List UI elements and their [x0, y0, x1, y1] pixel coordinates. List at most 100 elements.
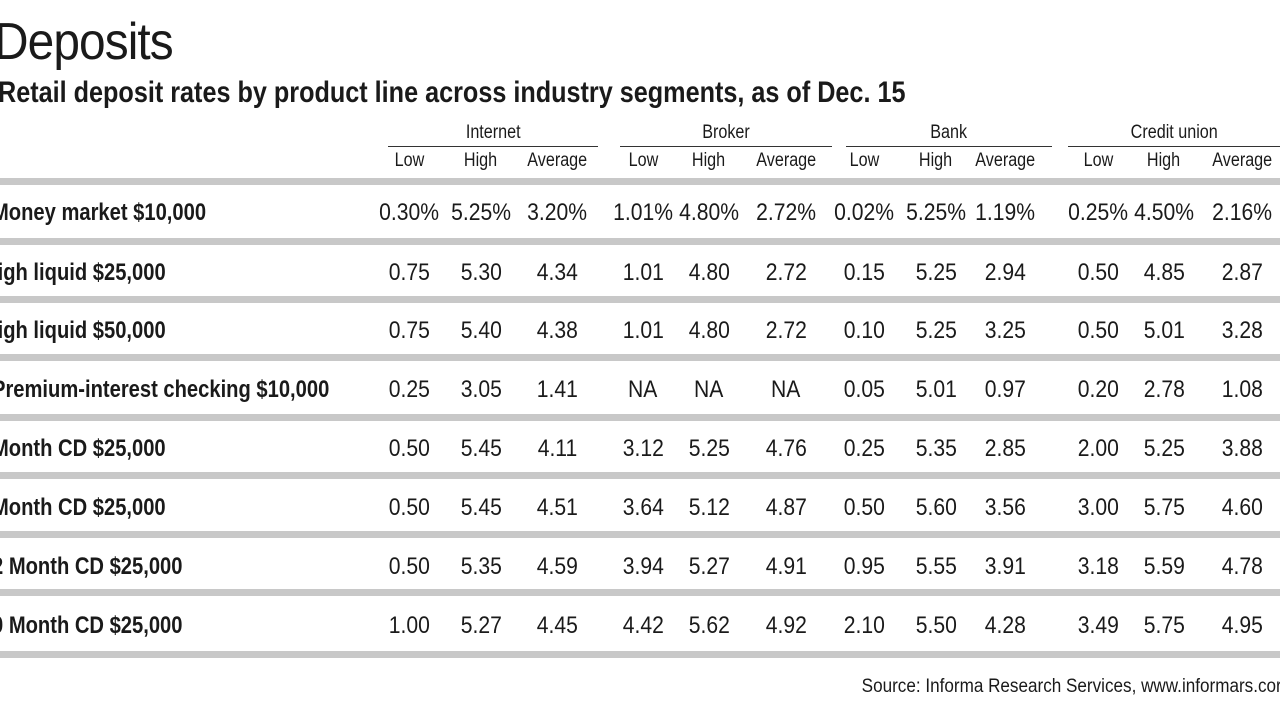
table-cell: 2.85: [984, 435, 1026, 462]
table-cell: 4.51: [536, 494, 578, 521]
table-cell: 0.25: [388, 376, 430, 403]
table-cell: 5.35: [460, 553, 502, 580]
table-cell: 0.15: [843, 259, 885, 286]
table-cell: 4.85: [1143, 259, 1185, 286]
table-cell: 5.45: [460, 435, 502, 462]
table-cell: 4.11: [537, 435, 577, 462]
table-cell: 1.01: [622, 317, 664, 344]
table-cell: 2.00: [1077, 435, 1119, 462]
table-cell: 4.42: [622, 612, 664, 639]
table-cell: 2.72%: [756, 199, 816, 226]
table-cell: 5.01: [1143, 317, 1185, 344]
column-header: Low: [628, 150, 658, 171]
table-cell: 4.80: [688, 317, 730, 344]
table-cell: 0.25: [843, 435, 885, 462]
table-cell: 3.49: [1077, 612, 1119, 639]
table-cell: 5.27: [460, 612, 502, 639]
table-cell: 5.55: [915, 553, 957, 580]
table-cell: 3.64: [622, 494, 664, 521]
table-cell: 2.78: [1143, 376, 1185, 403]
table-cell: NA: [694, 376, 724, 403]
table-cell: 5.25%: [451, 199, 511, 226]
table-cell: 5.75: [1143, 494, 1185, 521]
table-cell: 3.56: [984, 494, 1026, 521]
segment-header: Bank: [846, 120, 1052, 147]
table-cell: 2.87: [1221, 259, 1263, 286]
table-cell: 0.02%: [834, 199, 894, 226]
table-cell: 5.25%: [906, 199, 966, 226]
row-divider: [0, 589, 1280, 596]
table-cell: 2.94: [984, 259, 1026, 286]
table-cell: 4.78: [1221, 553, 1263, 580]
row-divider: [0, 178, 1280, 185]
column-header: High: [692, 150, 726, 171]
table-cell: 3.88: [1221, 435, 1263, 462]
table-cell: NA: [628, 376, 658, 403]
table-cell: 0.50: [388, 494, 430, 521]
row-label: ligh liquid $25,000: [0, 259, 166, 286]
table-cell: 5.75: [1143, 612, 1185, 639]
column-header: Low: [1083, 150, 1113, 171]
row-label: Month CD $25,000: [0, 494, 166, 521]
row-label: Month CD $25,000: [0, 435, 166, 462]
table-cell: 0.10: [843, 317, 885, 344]
chart-subtitle: Retail deposit rates by product line acr…: [0, 76, 906, 109]
column-header: Low: [849, 150, 879, 171]
table-cell: 0.50: [388, 553, 430, 580]
table-cell: 1.08: [1221, 376, 1263, 403]
table-cell: 0.30%: [379, 199, 439, 226]
segment-header: Internet: [388, 120, 598, 147]
table-cell: 4.91: [765, 553, 807, 580]
segment-header: Credit union: [1068, 120, 1280, 147]
table-cell: 5.27: [688, 553, 730, 580]
row-label: ligh liquid $50,000: [0, 317, 166, 344]
row-label: Money market $10,000: [0, 199, 207, 226]
table-cell: 2.10: [843, 612, 885, 639]
table-cell: 4.45: [536, 612, 578, 639]
row-label: 0 Month CD $25,000: [0, 612, 183, 639]
table-cell: 4.50%: [1134, 199, 1194, 226]
row-divider: [0, 238, 1280, 245]
table-cell: 0.50: [388, 435, 430, 462]
table-cell: 5.25: [915, 317, 957, 344]
table-cell: 5.25: [915, 259, 957, 286]
table-cell: 4.76: [765, 435, 807, 462]
table-cell: 4.60: [1221, 494, 1263, 521]
table-cell: 1.41: [536, 376, 578, 403]
row-divider: [0, 472, 1280, 479]
table-cell: 4.80: [688, 259, 730, 286]
table-cell: 3.20%: [527, 199, 587, 226]
segment-header: Broker: [620, 120, 832, 147]
row-divider: [0, 531, 1280, 538]
table-cell: 5.25: [688, 435, 730, 462]
row-divider: [0, 354, 1280, 361]
column-header: High: [464, 150, 498, 171]
row-divider: [0, 651, 1280, 658]
table-cell: 4.59: [536, 553, 578, 580]
table-cell: 4.95: [1221, 612, 1263, 639]
column-header: High: [1147, 150, 1181, 171]
table-cell: 4.87: [765, 494, 807, 521]
table-cell: 4.34: [536, 259, 578, 286]
table-cell: 4.80%: [679, 199, 739, 226]
table-cell: 3.00: [1077, 494, 1119, 521]
table-cell: 5.62: [688, 612, 730, 639]
table-cell: 0.50: [843, 494, 885, 521]
table-cell: 0.50: [1077, 259, 1119, 286]
table-cell: NA: [771, 376, 801, 403]
table-cell: 0.05: [843, 376, 885, 403]
column-header: Average: [756, 150, 816, 171]
table-cell: 3.94: [622, 553, 664, 580]
table-cell: 0.95: [843, 553, 885, 580]
table-cell: 4.38: [536, 317, 578, 344]
table-cell: 3.12: [622, 435, 664, 462]
column-header: High: [919, 150, 953, 171]
table-cell: 5.30: [460, 259, 502, 286]
table-cell: 2.16%: [1212, 199, 1272, 226]
source-note: Source: Informa Research Services, www.i…: [861, 676, 1280, 697]
table-cell: 0.25%: [1068, 199, 1128, 226]
table-cell: 5.59: [1143, 553, 1185, 580]
table-cell: 1.00: [388, 612, 430, 639]
column-header: Low: [394, 150, 424, 171]
column-header: Average: [527, 150, 587, 171]
